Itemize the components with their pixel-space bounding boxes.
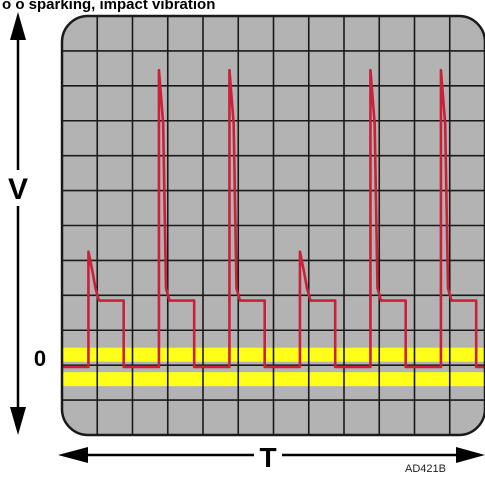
v-axis-arrowhead-down bbox=[10, 407, 26, 435]
v-axis-label: V bbox=[8, 173, 28, 206]
signal-trace-path bbox=[62, 68, 485, 369]
caption-fragment: o o sparking, impact vibration bbox=[2, 0, 215, 13]
zero-level-label: 0 bbox=[34, 346, 46, 371]
figure-code: AD421B bbox=[405, 463, 446, 473]
v-axis-arrowhead-up bbox=[10, 12, 26, 40]
t-axis-arrowhead-left bbox=[58, 447, 88, 463]
t-axis-label: T bbox=[259, 442, 276, 473]
grid-lines bbox=[62, 16, 485, 435]
screen-border bbox=[60, 14, 485, 437]
t-axis-arrowhead-right bbox=[456, 447, 485, 463]
signal-trace bbox=[62, 68, 485, 369]
